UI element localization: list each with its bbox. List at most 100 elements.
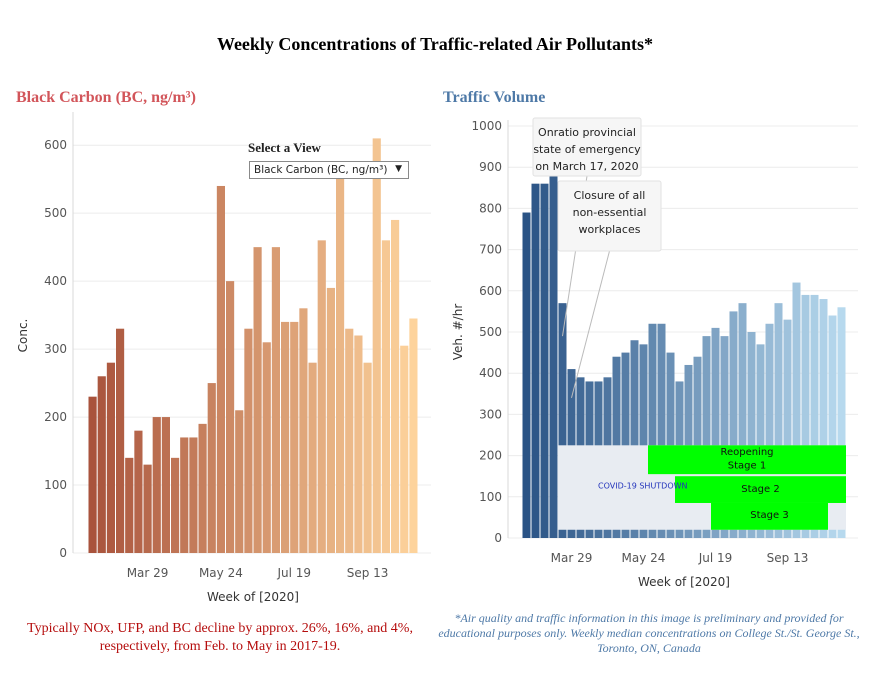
bar	[198, 423, 207, 553]
bar	[354, 335, 363, 553]
bar	[765, 323, 774, 538]
bar	[747, 332, 756, 538]
bar	[143, 464, 152, 553]
y-tick-label: 600	[44, 138, 67, 152]
bar	[540, 183, 549, 538]
select-view-label: Select a View	[248, 140, 321, 155]
bar	[308, 362, 317, 553]
x-axis-label: Week of [2020]	[638, 575, 730, 589]
y-tick-label: 500	[44, 206, 67, 220]
bar	[409, 318, 418, 553]
y-tick-label: 200	[479, 449, 502, 463]
bar	[810, 294, 819, 538]
bar	[106, 362, 115, 553]
y-tick-label: 0	[494, 531, 502, 545]
x-axis-label: Week of [2020]	[207, 590, 299, 604]
dropdown-arrow-icon: ▼	[395, 164, 402, 174]
traffic-chart-title: Traffic Volume	[443, 89, 546, 106]
y-tick-label: 500	[479, 325, 502, 339]
y-tick-label: 100	[44, 478, 67, 492]
view-select-dropdown[interactable]: Black Carbon (BC, ng/m³) ▼	[249, 161, 409, 179]
y-axis-label: Veh. #/hr	[451, 304, 465, 361]
reopening-stage1-label: Reopening	[720, 447, 773, 458]
callout-box	[532, 117, 642, 177]
callout-text: state of emergency	[533, 143, 641, 156]
bar	[235, 410, 244, 553]
y-tick-label: 400	[44, 274, 67, 288]
bar	[729, 311, 738, 538]
traffic-bar-chart: 0 100 200 300 400 500 600 700 800 900 1000 Mar 29 Ma…	[451, 117, 858, 589]
bar	[317, 240, 326, 553]
bar	[226, 281, 235, 553]
x-tick-label: Jul 19	[276, 566, 311, 580]
bar	[381, 240, 390, 553]
reopening-stage1-label: Stage 1	[728, 460, 766, 471]
bar	[134, 430, 143, 553]
y-tick-label: 1000	[471, 119, 502, 133]
x-tick-label: Jul 19	[698, 551, 733, 565]
x-tick-label: May 24	[622, 551, 666, 565]
stage3-label: Stage 3	[750, 510, 788, 521]
y-tick-label: 200	[44, 410, 67, 424]
callout-leader-line	[571, 250, 610, 399]
x-tick-label: Mar 29	[127, 566, 169, 580]
view-select-value: Black Carbon (BC, ng/m³)	[254, 164, 388, 176]
bar	[363, 362, 372, 553]
callout-text: Closure of all	[574, 189, 646, 202]
bar	[216, 185, 225, 553]
disclaimer-note: *Air quality and traffic information in …	[438, 611, 860, 655]
reopening-stage-region	[648, 445, 846, 475]
seasonal-decline-note: Typically NOx, UFP, and BC decline by ap…	[27, 621, 413, 654]
bar	[720, 336, 729, 538]
bar	[271, 247, 280, 553]
callout-text: workplaces	[579, 223, 641, 236]
bar	[372, 138, 381, 553]
bar	[711, 327, 720, 538]
bar	[558, 303, 567, 538]
reopening-stage-region	[711, 502, 828, 530]
bar	[189, 437, 198, 553]
bar	[262, 342, 271, 553]
bar	[828, 315, 837, 538]
bar	[837, 307, 846, 538]
bar	[180, 437, 189, 553]
bar	[630, 340, 639, 538]
bar	[336, 172, 345, 553]
callout-text: non-essential	[573, 206, 647, 219]
bar	[116, 328, 125, 553]
bar	[522, 212, 531, 538]
bar	[326, 287, 335, 553]
shutdown-label: COVID-19 SHUTDOWN	[598, 482, 688, 491]
x-tick-label: May 24	[199, 566, 243, 580]
bar	[702, 336, 711, 538]
y-tick-label: 900	[479, 160, 502, 174]
bar	[244, 328, 253, 553]
callout-box	[557, 180, 662, 252]
y-tick-label: 700	[479, 243, 502, 257]
bar	[171, 457, 180, 553]
bar	[792, 282, 801, 538]
y-tick-label: 0	[59, 546, 67, 560]
y-axis-label: Conc.	[16, 319, 30, 353]
bar	[756, 344, 765, 538]
x-tick-label: Mar 29	[551, 551, 593, 565]
bar	[97, 376, 106, 553]
bar	[531, 183, 540, 538]
bar	[783, 319, 792, 538]
bar	[290, 321, 299, 553]
bar	[253, 247, 262, 553]
y-tick-label: 300	[44, 342, 67, 356]
bar	[152, 417, 161, 553]
y-tick-label: 800	[479, 201, 502, 215]
bc-bar-chart: 0 100 200 300 400 500 600 Mar 29 May 24 Jul 19 Sep…	[16, 112, 431, 604]
y-tick-label: 400	[479, 366, 502, 380]
bar	[125, 457, 134, 553]
bar	[281, 321, 290, 553]
bar	[299, 308, 308, 553]
bar	[657, 323, 666, 538]
bar	[391, 219, 400, 553]
callout-text: on March 17, 2020	[535, 160, 638, 173]
y-tick-label: 100	[479, 490, 502, 504]
reopening-stage-region	[675, 476, 846, 503]
